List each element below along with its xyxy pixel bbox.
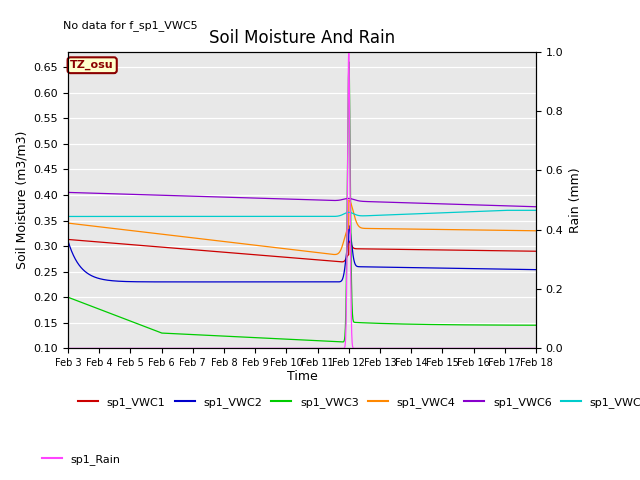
- Legend: sp1_Rain: sp1_Rain: [38, 450, 125, 469]
- Legend: sp1_VWC1, sp1_VWC2, sp1_VWC3, sp1_VWC4, sp1_VWC6, sp1_VWC7: sp1_VWC1, sp1_VWC2, sp1_VWC3, sp1_VWC4, …: [74, 393, 640, 412]
- Text: No data for f_sp1_VWC5: No data for f_sp1_VWC5: [63, 20, 198, 31]
- Y-axis label: Soil Moisture (m3/m3): Soil Moisture (m3/m3): [15, 131, 28, 269]
- Title: Soil Moisture And Rain: Soil Moisture And Rain: [209, 29, 395, 48]
- Text: TZ_osu: TZ_osu: [70, 60, 114, 71]
- X-axis label: Time: Time: [287, 370, 317, 383]
- Y-axis label: Rain (mm): Rain (mm): [569, 167, 582, 233]
